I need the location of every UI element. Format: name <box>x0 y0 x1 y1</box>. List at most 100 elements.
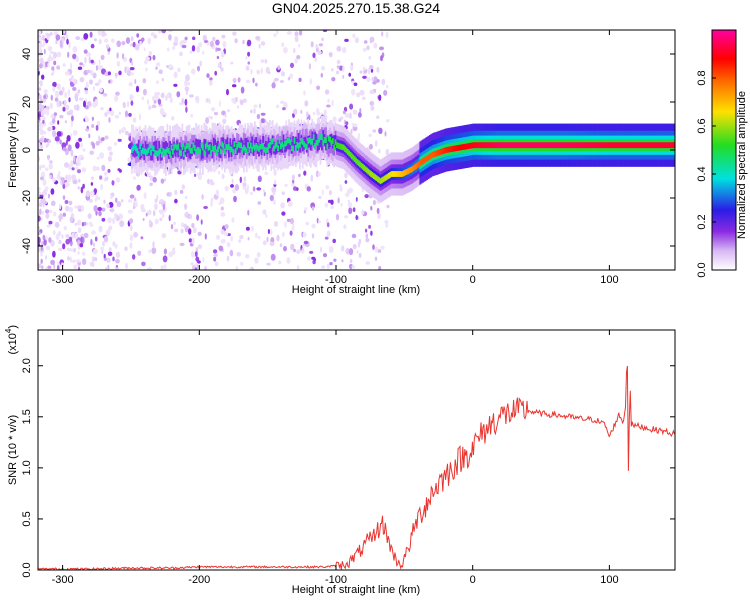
spectrogram-ridge-cell <box>393 171 396 177</box>
spectrogram-ridge-cell <box>240 142 243 149</box>
spectrogram-noise-cell <box>75 162 78 166</box>
spectrogram-noise-cell <box>74 93 78 101</box>
spectrogram-noise-cell <box>95 124 99 131</box>
spectrogram-noise-cell <box>59 41 63 48</box>
spectrogram-noise-cell <box>376 79 380 83</box>
spectrogram-ridge-cell <box>362 163 364 170</box>
spectrogram-noise-cell <box>38 231 41 235</box>
spectrogram-noise-cell <box>303 209 307 214</box>
spectrogram-noise-cell <box>132 254 136 260</box>
spectrogram-noise-cell <box>62 106 66 112</box>
spectrogram-ridge-cell <box>319 134 322 140</box>
spectrogram-noise-cell <box>47 155 50 161</box>
spectrogram-noise-cell <box>293 248 296 253</box>
spectrogram-noise-cell <box>194 95 200 102</box>
spectrogram-noise-cell <box>159 107 165 115</box>
spectrogram-noise-cell <box>118 111 122 115</box>
spectrogram-ridge-cell <box>632 142 635 149</box>
spectrogram-noise-cell <box>140 236 144 240</box>
spectrogram-noise-cell <box>43 40 46 46</box>
spectrogram-ridge-cell <box>435 150 438 157</box>
spectrogram-ridge-cell <box>177 144 180 150</box>
spectrogram-ridge-cell <box>154 150 156 156</box>
spectrogram-noise-cell <box>55 40 58 45</box>
spectrogram-noise-cell <box>303 90 306 96</box>
spectrogram-noise-cell <box>40 123 45 127</box>
spectrogram-noise-cell <box>340 202 343 207</box>
spectrogram-ridge-cell <box>530 142 532 149</box>
spectrogram-noise-cell <box>38 141 41 148</box>
spectrogram-noise-cell <box>113 142 117 146</box>
spectrogram-noise-cell <box>209 182 215 186</box>
spectrogram-noise-cell <box>252 186 256 192</box>
spectrogram-noise-cell <box>356 92 361 98</box>
spectrogram-noise-cell <box>332 116 337 123</box>
spectrogram-noise-cell <box>224 231 229 236</box>
spectrogram-noise-cell <box>333 258 337 262</box>
spectrogram-noise-cell <box>118 70 122 76</box>
spectrogram-noise-cell <box>298 77 302 82</box>
spectrogram-ridge-cell <box>210 150 212 156</box>
spectrogram-ridge-cell <box>173 144 176 151</box>
spectrogram-ridge-cell <box>292 136 295 149</box>
spectrogram-noise-cell <box>257 201 262 205</box>
spectrogram-noise-cell <box>235 265 239 270</box>
spectrogram-noise-cell <box>286 31 292 35</box>
spectrogram-noise-cell <box>194 267 198 270</box>
spectrogram-noise-cell <box>75 259 81 263</box>
spectrogram-noise-cell <box>358 252 362 259</box>
spectrogram-noise-cell <box>196 45 201 53</box>
spectrogram-noise-cell <box>62 30 66 34</box>
spectrogram-ridge-cell <box>304 136 307 149</box>
spectrogram-ridge-cell <box>470 142 472 149</box>
spectrogram-ridge-cell <box>187 142 189 149</box>
spectrogram-ridge-cell <box>345 147 348 154</box>
spectrogram-noise-cell <box>204 265 207 270</box>
spectrogram-noise-cell <box>311 233 315 239</box>
spectrogram-noise-cell <box>70 149 74 157</box>
spectrogram-noise-cell <box>63 226 67 231</box>
spectrogram-noise-cell <box>188 94 194 98</box>
spectrogram-noise-cell <box>109 151 113 156</box>
spectrogram-noise-cell <box>196 214 200 221</box>
spectrogram-ridge-cell <box>197 140 200 152</box>
spectrogram-ridge-cell <box>457 145 460 151</box>
spectrogram-noise-cell <box>260 67 263 74</box>
spectrogram-ridge-cell <box>299 130 301 150</box>
spectrogram-noise-cell <box>280 202 285 209</box>
spectrogram-x-label: Height of straight line (km) <box>292 284 420 296</box>
spectrogram-noise-cell <box>181 39 187 44</box>
snr-multiplier-base: (x10 <box>7 333 19 354</box>
spectrogram-noise-cell <box>52 86 56 92</box>
spectrogram-noise-cell <box>83 221 87 226</box>
spectrogram-noise-cell <box>104 267 108 270</box>
spectrogram-noise-cell <box>256 252 261 258</box>
spectrogram-ridge-cell <box>541 142 543 149</box>
spectrogram-noise-cell <box>233 195 237 203</box>
spectrogram-noise-cell <box>70 256 72 264</box>
spectrogram-noise-cell <box>240 261 244 266</box>
spectrogram-noise-cell <box>184 79 189 87</box>
spectrogram-noise-cell <box>73 155 76 162</box>
spectrogram-noise-cell <box>217 62 221 68</box>
spectrogram-noise-cell <box>62 183 66 190</box>
spectrogram-noise-cell <box>271 186 277 193</box>
spectrogram-noise-cell <box>116 40 121 48</box>
spectrogram-noise-cell <box>71 174 77 181</box>
spectrogram-noise-cell <box>284 221 287 228</box>
spectrogram-ridge-cell <box>269 142 271 149</box>
spectrogram-noise-cell <box>51 72 54 76</box>
spectrogram-noise-cell <box>313 258 317 262</box>
spectrogram-ridge-cell <box>178 149 181 156</box>
spectrogram-noise-cell <box>95 65 99 71</box>
spectrogram-noise-cell <box>260 112 266 116</box>
spectrogram-ridge-cell <box>297 143 300 149</box>
spectrogram-ridge-cell <box>609 142 612 149</box>
spectrogram-ridge-cell <box>520 142 523 149</box>
spectrogram-ridge-cell <box>448 146 450 153</box>
spectrogram-ridge-cell <box>412 165 415 172</box>
spectrogram-ridge-cell <box>206 141 208 148</box>
spectrogram-ridge-cell <box>575 142 577 149</box>
spectrogram-ridge-cell <box>203 150 206 156</box>
spectrogram-noise-cell <box>201 194 204 200</box>
